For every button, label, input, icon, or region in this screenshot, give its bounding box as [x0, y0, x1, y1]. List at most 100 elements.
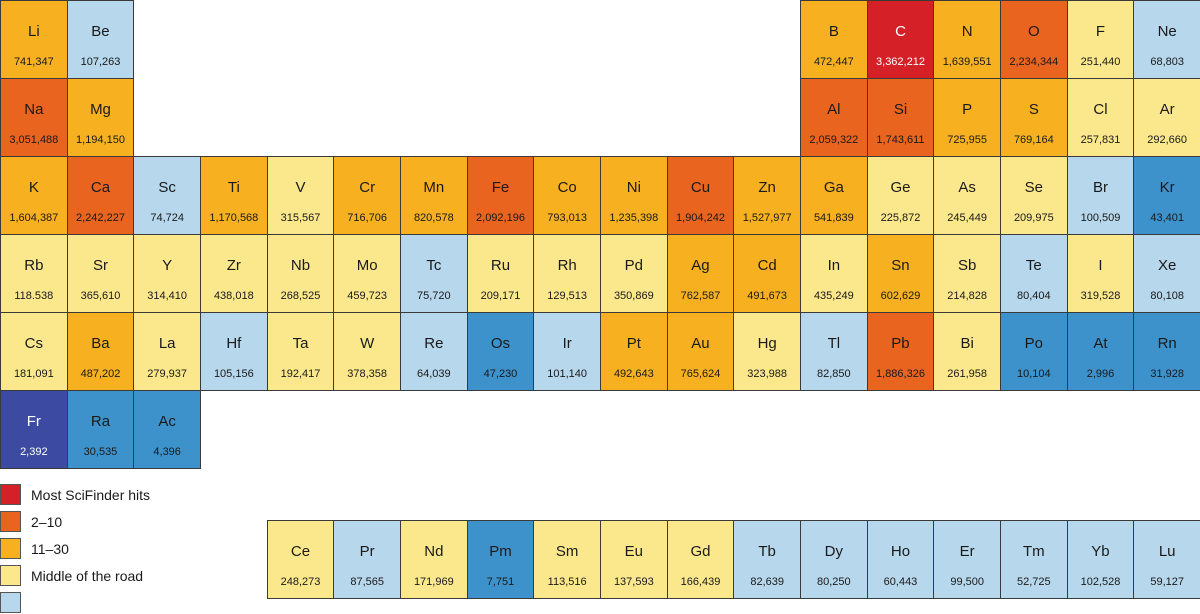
- element-hit-count: 60,443: [883, 576, 918, 588]
- element-hit-count: 107,263: [80, 56, 121, 68]
- element-symbol: N: [961, 23, 973, 40]
- element-hit-count: 769,164: [1013, 134, 1054, 146]
- element-cell-cs: Cs 181,091: [0, 312, 68, 391]
- element-cell-zn: Zn 1,527,977: [733, 156, 801, 235]
- element-hit-count: 314,410: [147, 290, 188, 302]
- element-symbol: Ru: [490, 257, 511, 274]
- element-cell-v: V 315,567: [266, 156, 335, 235]
- element-symbol: Re: [424, 335, 444, 352]
- element-cell-yb: Yb 102,528: [1066, 520, 1135, 599]
- element-hit-count: 87,565: [350, 576, 384, 588]
- element-hit-count: 435,249: [813, 290, 854, 302]
- legend-swatch: [0, 565, 21, 586]
- element-hit-count: 716,706: [347, 212, 388, 224]
- element-symbol: Gd: [690, 543, 711, 560]
- element-symbol: At: [1093, 335, 1108, 352]
- element-cell-o: O 2,234,344: [1000, 0, 1068, 79]
- element-symbol: Ag: [691, 257, 710, 274]
- element-symbol: Ca: [90, 179, 111, 196]
- element-hit-count: 82,850: [817, 368, 851, 380]
- element-hit-count: 741,347: [13, 56, 54, 68]
- element-hit-count: 251,440: [1080, 56, 1121, 68]
- element-symbol: Sm: [555, 543, 579, 560]
- element-hit-count: 225,872: [880, 212, 921, 224]
- element-hit-count: 30,535: [83, 446, 118, 458]
- element-hit-count: 378,358: [347, 368, 388, 380]
- element-hit-count: 245,449: [947, 212, 988, 224]
- element-cell-cu: Cu 1,904,242: [666, 156, 735, 235]
- element-symbol: Po: [1024, 335, 1043, 352]
- element-hit-count: 2,242,227: [76, 212, 125, 224]
- element-hit-count: 1,904,242: [676, 212, 725, 224]
- element-hit-count: 2,234,344: [1009, 56, 1059, 68]
- element-cell-i: I 319,528: [1066, 234, 1135, 313]
- element-hit-count: 64,039: [417, 368, 451, 380]
- element-hit-count: 1,886,326: [876, 368, 925, 380]
- element-cell-rh: Rh 129,513: [533, 234, 601, 313]
- element-symbol: Fr: [26, 413, 41, 430]
- element-hit-count: 292,660: [1147, 134, 1188, 146]
- legend-swatch: [0, 592, 21, 613]
- element-hit-count: 80,250: [817, 576, 851, 588]
- element-cell-s: S 769,164: [1000, 78, 1068, 157]
- element-hit-count: 68,803: [1150, 56, 1184, 68]
- element-symbol: Hf: [226, 335, 242, 352]
- element-cell-hf: Hf 105,156: [200, 312, 268, 391]
- element-hit-count: 2,092,196: [476, 212, 525, 224]
- legend-label: Middle of the road: [31, 568, 144, 584]
- element-cell-ge: Ge 225,872: [866, 156, 935, 235]
- element-cell-cl: Cl 257,831: [1066, 78, 1135, 157]
- element-hit-count: 171,969: [413, 576, 454, 588]
- element-symbol: Te: [1025, 257, 1042, 274]
- element-hit-count: 2,392: [20, 446, 48, 458]
- element-cell-zr: Zr 438,018: [200, 234, 268, 313]
- element-symbol: Mn: [423, 179, 445, 196]
- element-symbol: B: [828, 23, 839, 40]
- element-symbol: Eu: [624, 543, 643, 560]
- element-symbol: Ni: [626, 179, 641, 196]
- element-cell-tb: Tb 82,639: [733, 520, 801, 599]
- element-symbol: Ti: [227, 179, 240, 196]
- element-symbol: Ho: [890, 543, 911, 560]
- element-hit-count: 105,156: [213, 368, 254, 380]
- element-symbol: Hg: [757, 335, 777, 352]
- element-cell-at: At 2,996: [1066, 312, 1135, 391]
- element-hit-count: 820,578: [413, 212, 454, 224]
- element-symbol: Dy: [824, 543, 843, 560]
- element-symbol: S: [1028, 101, 1039, 118]
- element-cell-ca: Ca 2,242,227: [66, 156, 135, 235]
- element-hit-count: 323,988: [747, 368, 788, 380]
- element-cell-bi: Bi 261,958: [933, 312, 1001, 391]
- element-symbol: Lu: [1158, 543, 1176, 560]
- element-symbol: Tb: [758, 543, 776, 560]
- element-symbol: Tm: [1022, 543, 1045, 560]
- element-cell-ra: Ra 30,535: [66, 390, 135, 469]
- element-cell-ce: Ce 248,273: [266, 520, 335, 599]
- legend-swatch: [0, 538, 21, 559]
- element-cell-si: Si 1,743,611: [866, 78, 935, 157]
- element-cell-fe: Fe 2,092,196: [466, 156, 535, 235]
- element-cell-ni: Ni 1,235,398: [600, 156, 668, 235]
- element-symbol: Rh: [557, 257, 577, 274]
- element-cell-hg: Hg 323,988: [733, 312, 801, 391]
- element-cell-be: Be 107,263: [66, 0, 135, 79]
- element-hit-count: 82,639: [750, 576, 784, 588]
- element-symbol: Si: [893, 101, 908, 118]
- element-hit-count: 1,743,611: [876, 134, 925, 146]
- element-symbol: Zr: [226, 257, 241, 274]
- element-symbol: C: [895, 23, 906, 40]
- element-cell-ho: Ho 60,443: [866, 520, 935, 599]
- element-hit-count: 491,673: [747, 290, 788, 302]
- element-cell-re: Re 64,039: [400, 312, 468, 391]
- element-hit-count: 129,513: [547, 290, 588, 302]
- element-cell-ir: Ir 101,140: [533, 312, 601, 391]
- element-symbol: Na: [24, 101, 44, 118]
- element-cell-co: Co 793,013: [533, 156, 601, 235]
- element-symbol: Nb: [290, 257, 311, 274]
- element-symbol: Sc: [158, 179, 176, 196]
- element-cell-ag: Ag 762,587: [666, 234, 735, 313]
- element-hit-count: 438,018: [213, 290, 254, 302]
- element-cell-y: Y 314,410: [133, 234, 201, 313]
- element-hit-count: 257,831: [1080, 134, 1121, 146]
- legend-swatch: [0, 511, 21, 532]
